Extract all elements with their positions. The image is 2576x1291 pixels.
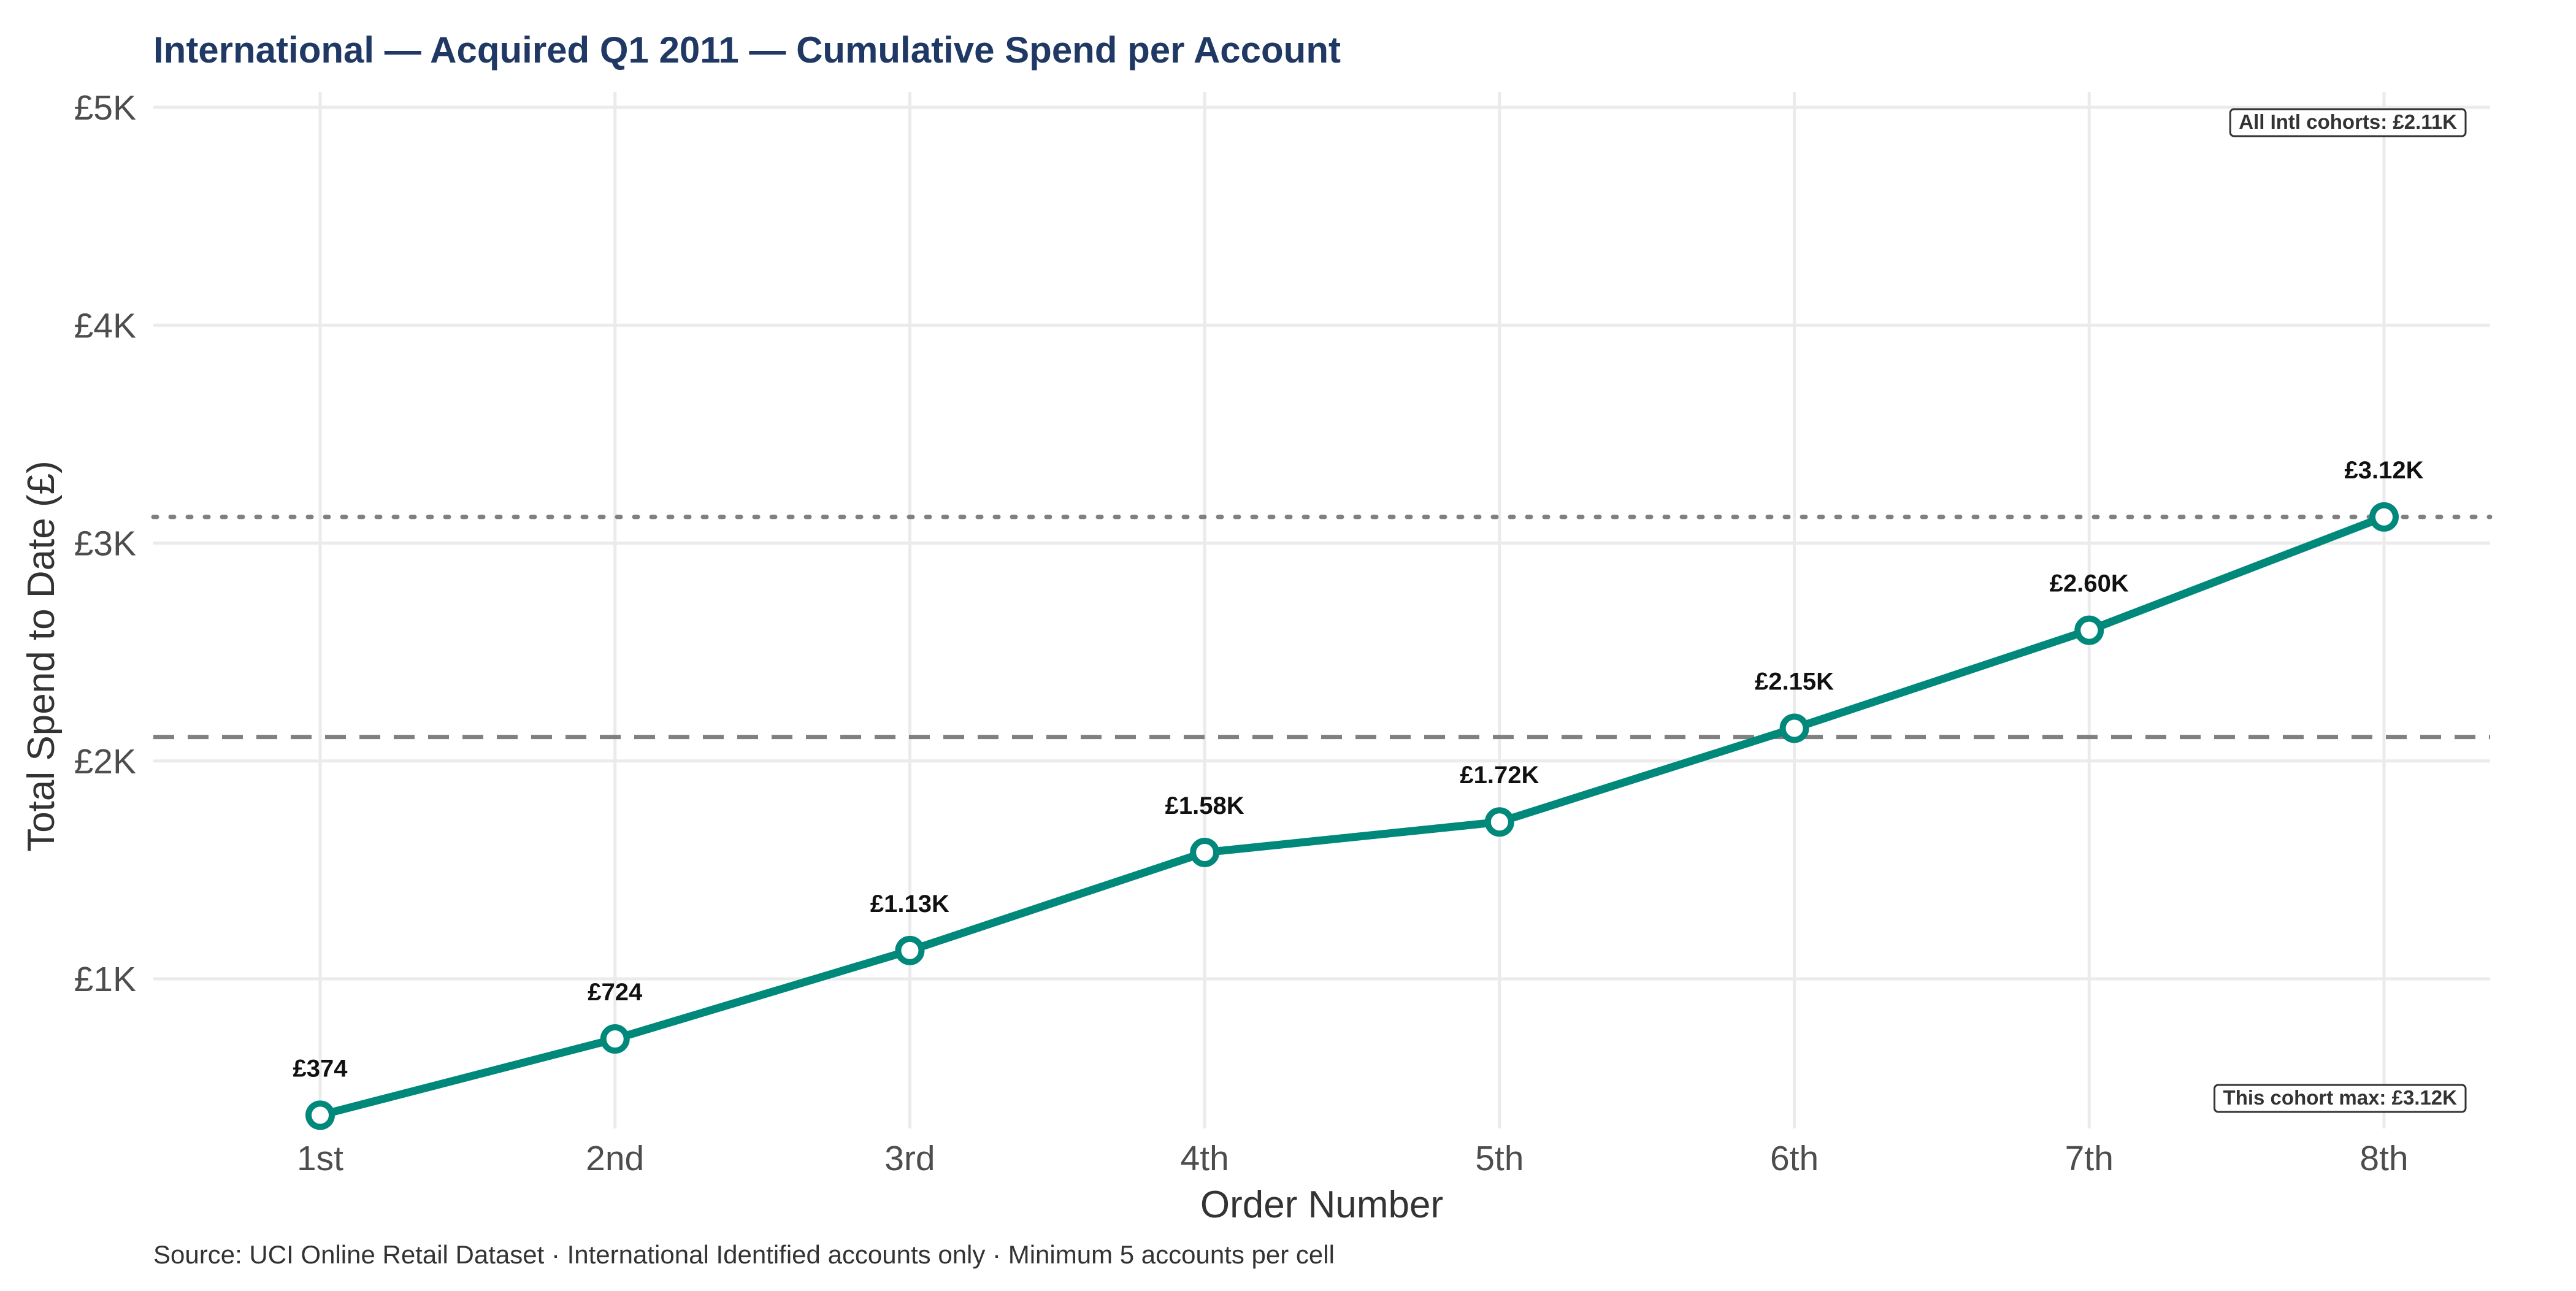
data-point [1484,807,1514,837]
chart-caption: Source: UCI Online Retail Dataset · Inte… [153,1240,1335,1269]
data-label: £2.15K [1755,668,1834,695]
chart-title: International — Acquired Q1 2011 — Cumul… [153,29,1341,71]
reference-annotation: This cohort max: £3.12K [2214,1084,2467,1113]
data-label: £1.13K [870,891,949,917]
annotation-box [2214,1084,2467,1113]
x-tick-label: 8th [2359,1139,2408,1178]
y-tick-label: £4K [74,306,136,345]
axes: £1K £2K £3K £4K £5K 1st 2nd 3rd 4th 5th 6th 7th 8th [74,88,2409,1178]
x-tick-label: 1st [297,1139,343,1178]
x-tick-label: 5th [1475,1139,1524,1178]
data-point [895,935,925,965]
y-tick-label: £2K [74,742,136,781]
x-tick-label: 6th [1770,1139,1819,1178]
x-tick-label: 7th [2065,1139,2114,1178]
y-axis-title: Total Spend to Date (£) [20,461,63,852]
data-label: £724 [588,979,643,1006]
data-labels: £374 £724 £1.13K £1.58K £1.72K £2.15K £2.60K £3… [293,457,2424,1082]
reference-lines [151,515,2493,740]
data-point [1190,837,1220,867]
annotations: All Intl cohorts: £2.11K This cohort max:… [2214,108,2467,1113]
data-point [600,1024,630,1054]
annotation-label: This cohort max: £3.12K [2223,1086,2458,1109]
data-point [305,1100,335,1130]
data-series [305,502,2399,1130]
x-axis-title: Order Number [1200,1184,1443,1226]
data-point [1779,713,1809,743]
series-line [316,513,2388,1119]
x-tick-label: 3rd [884,1139,935,1178]
annotation-label: All Intl cohorts: £2.11K [2239,110,2457,133]
data-label: £3.12K [2345,457,2424,484]
x-tick-label: 2nd [586,1139,644,1178]
grid-lines [153,92,2490,1128]
data-label: £1.72K [1460,762,1539,789]
data-label: £374 [293,1055,348,1082]
data-point [2074,615,2104,645]
data-point [2369,502,2399,532]
y-tick-label: £1K [74,960,136,999]
annotation-box [2229,108,2467,137]
reference-annotation: All Intl cohorts: £2.11K [2229,108,2467,137]
x-tick-label: 4th [1181,1139,1229,1178]
y-tick-label: £3K [74,524,136,564]
y-tick-label: £5K [74,88,136,128]
data-label: £1.58K [1165,792,1244,819]
data-label: £2.60K [2050,570,2129,597]
